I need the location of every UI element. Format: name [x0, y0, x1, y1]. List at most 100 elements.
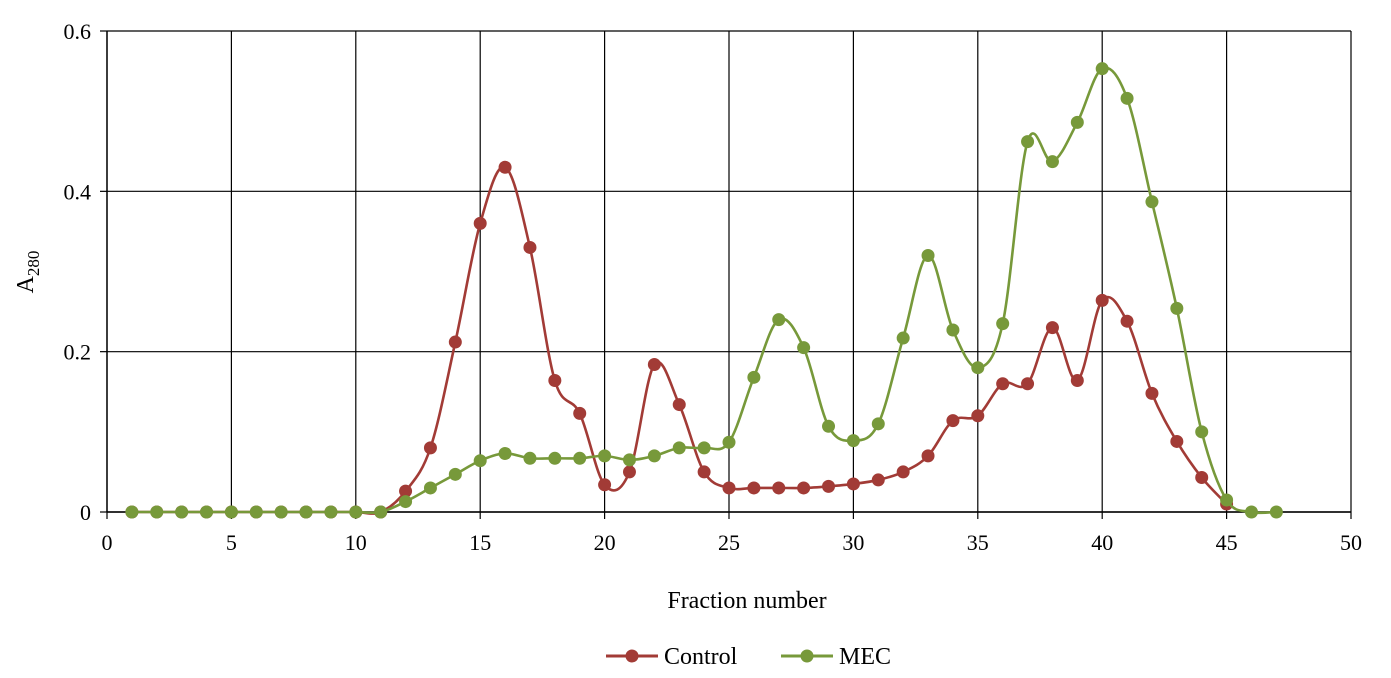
legend-marker-control	[625, 649, 639, 663]
data-point-mec	[1170, 301, 1184, 315]
data-point-control	[573, 406, 587, 420]
data-point-control	[1195, 471, 1209, 485]
x-tick-label: 0	[102, 530, 113, 555]
data-point-mec	[772, 313, 786, 327]
data-point-control	[996, 377, 1010, 391]
legend-label-mec: MEC	[839, 644, 891, 670]
data-point-mec	[1120, 91, 1134, 105]
data-point-mec	[374, 505, 388, 519]
data-point-mec	[349, 505, 363, 519]
x-tick-label: 20	[594, 530, 616, 555]
data-point-control	[399, 484, 413, 498]
data-point-mec	[747, 370, 761, 384]
y-tick-label: 0.2	[64, 340, 92, 365]
data-point-mec	[324, 505, 338, 519]
data-point-mec	[1021, 135, 1035, 149]
data-point-mec	[797, 341, 811, 355]
data-point-mec	[150, 505, 164, 519]
data-point-control	[647, 357, 661, 371]
data-point-mec	[175, 505, 189, 519]
data-point-mec	[672, 441, 686, 455]
y-tick-label: 0.6	[64, 19, 92, 44]
tick-labels: 0 5 10 15 20 25 30 35 40 45 50 0 0.2 0.4 0.6	[64, 19, 1363, 555]
data-point-control	[772, 481, 786, 495]
data-point-mec	[125, 505, 139, 519]
data-point-mec	[1070, 115, 1084, 129]
x-tick-label: 15	[469, 530, 491, 555]
data-point-control	[672, 398, 686, 412]
data-point-mec	[846, 434, 860, 448]
data-point-control	[921, 449, 935, 463]
data-point-mec	[498, 446, 512, 460]
data-point-control	[622, 465, 636, 479]
legend-marker-mec	[800, 649, 814, 663]
x-tick-label: 40	[1091, 530, 1113, 555]
data-point-mec	[896, 331, 910, 345]
y-axis-title-main: A	[13, 275, 39, 293]
data-point-control	[846, 477, 860, 491]
data-point-control	[1021, 377, 1035, 391]
data-point-control	[498, 160, 512, 174]
series-mec	[125, 62, 1283, 519]
data-point-control	[946, 414, 960, 428]
data-point-mec	[548, 451, 562, 465]
y-axis-title: A280	[13, 251, 43, 294]
legend-item-control: Control	[606, 644, 738, 670]
data-point-mec	[622, 453, 636, 467]
data-point-mec	[697, 441, 711, 455]
data-point-control	[1070, 374, 1084, 388]
data-point-control	[1095, 293, 1109, 307]
x-tick-label: 10	[345, 530, 367, 555]
data-point-control	[448, 335, 462, 349]
data-point-mec	[200, 505, 214, 519]
data-point-mec	[1195, 425, 1209, 439]
data-point-mec	[399, 495, 413, 509]
data-point-mec	[249, 505, 263, 519]
series-control	[125, 160, 1234, 519]
x-tick-label: 25	[718, 530, 740, 555]
legend: Control MEC	[606, 644, 891, 670]
y-tick-label: 0	[80, 500, 91, 525]
data-point-control	[971, 409, 985, 423]
data-point-control	[1170, 434, 1184, 448]
legend-item-mec: MEC	[781, 644, 891, 670]
y-axis-title-subscript: 280	[24, 251, 43, 277]
data-point-mec	[598, 449, 612, 463]
data-point-mec	[274, 505, 288, 519]
data-point-mec	[722, 435, 736, 449]
data-point-mec	[1095, 62, 1109, 76]
series-line-control	[131, 165, 1228, 515]
data-point-mec	[1244, 505, 1258, 519]
y-tick-label: 0.4	[64, 179, 92, 204]
data-point-mec	[996, 317, 1010, 331]
x-tick-label: 45	[1216, 530, 1238, 555]
data-point-mec	[1045, 155, 1059, 169]
data-point-control	[871, 473, 885, 487]
x-axis-title: Fraction number	[667, 588, 826, 614]
data-point-mec	[448, 467, 462, 481]
x-tick-label: 5	[226, 530, 237, 555]
data-point-control	[722, 481, 736, 495]
x-tick-label: 30	[842, 530, 864, 555]
data-point-control	[697, 465, 711, 479]
data-point-mec	[224, 505, 238, 519]
data-point-mec	[871, 417, 885, 431]
data-point-control	[1045, 321, 1059, 335]
data-point-control	[822, 479, 836, 493]
data-point-mec	[473, 454, 487, 468]
data-point-mec	[647, 449, 661, 463]
data-point-mec	[1145, 195, 1159, 209]
data-point-mec	[523, 451, 537, 465]
data-point-control	[523, 240, 537, 254]
data-point-control	[797, 481, 811, 495]
data-point-control	[548, 374, 562, 388]
data-point-control	[598, 478, 612, 492]
series-lines	[125, 62, 1283, 519]
x-tick-label: 35	[967, 530, 989, 555]
data-point-mec	[1269, 505, 1283, 519]
svg-text:A280: A280	[13, 251, 43, 294]
data-point-control	[747, 481, 761, 495]
x-tick-label: 50	[1340, 530, 1362, 555]
